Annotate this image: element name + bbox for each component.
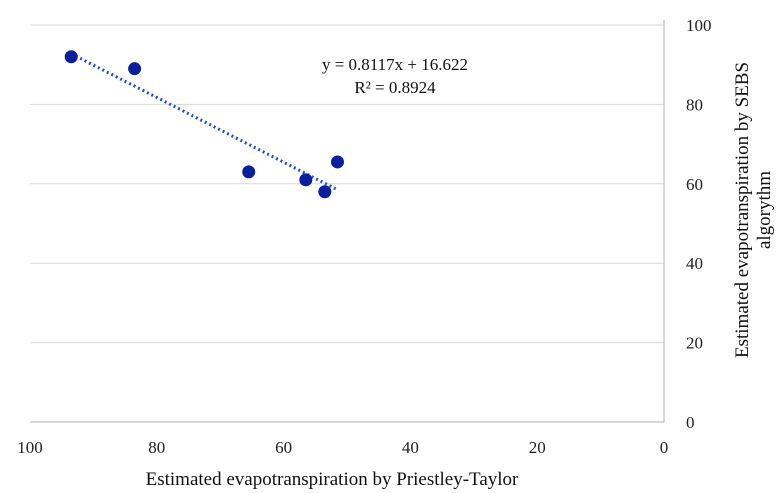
x-tick-label: 100 bbox=[17, 438, 43, 457]
data-point bbox=[299, 173, 313, 187]
data-point bbox=[330, 155, 344, 169]
y-tick-label: 100 bbox=[686, 16, 712, 35]
y-axis-title-line-1: Estimated evapotranspiration by SEBS bbox=[732, 62, 753, 358]
y-tick-label: 20 bbox=[686, 334, 703, 353]
y-tick-label: 60 bbox=[686, 175, 703, 194]
x-tick-label: 60 bbox=[275, 438, 292, 457]
y-tick-labels: 0 20 40 60 80 100 bbox=[686, 16, 712, 432]
x-tick-label: 40 bbox=[402, 438, 419, 457]
y-tick-label: 80 bbox=[686, 95, 703, 114]
y-tick-label: 40 bbox=[686, 254, 703, 273]
x-tick-label: 80 bbox=[148, 438, 165, 457]
x-tick-labels: 100 80 60 40 20 0 bbox=[17, 438, 668, 457]
r-squared-label: R² = 0.8924 bbox=[354, 78, 436, 97]
data-points bbox=[64, 50, 344, 199]
y-tick-label: 0 bbox=[686, 413, 695, 432]
trendline-equation: y = 0.8117x + 16.622 bbox=[322, 55, 468, 74]
x-tick-label: 0 bbox=[660, 438, 669, 457]
y-axis-title-line-2: algorythm bbox=[754, 171, 775, 249]
x-axis-title: Estimated evapotranspiration by Priestle… bbox=[146, 469, 519, 490]
trendline bbox=[70, 52, 339, 192]
y-gridlines bbox=[30, 24, 664, 344]
data-point bbox=[128, 62, 142, 76]
x-tick-label: 20 bbox=[529, 438, 546, 457]
data-point bbox=[64, 50, 78, 64]
data-point bbox=[318, 185, 332, 199]
data-point bbox=[242, 165, 256, 179]
